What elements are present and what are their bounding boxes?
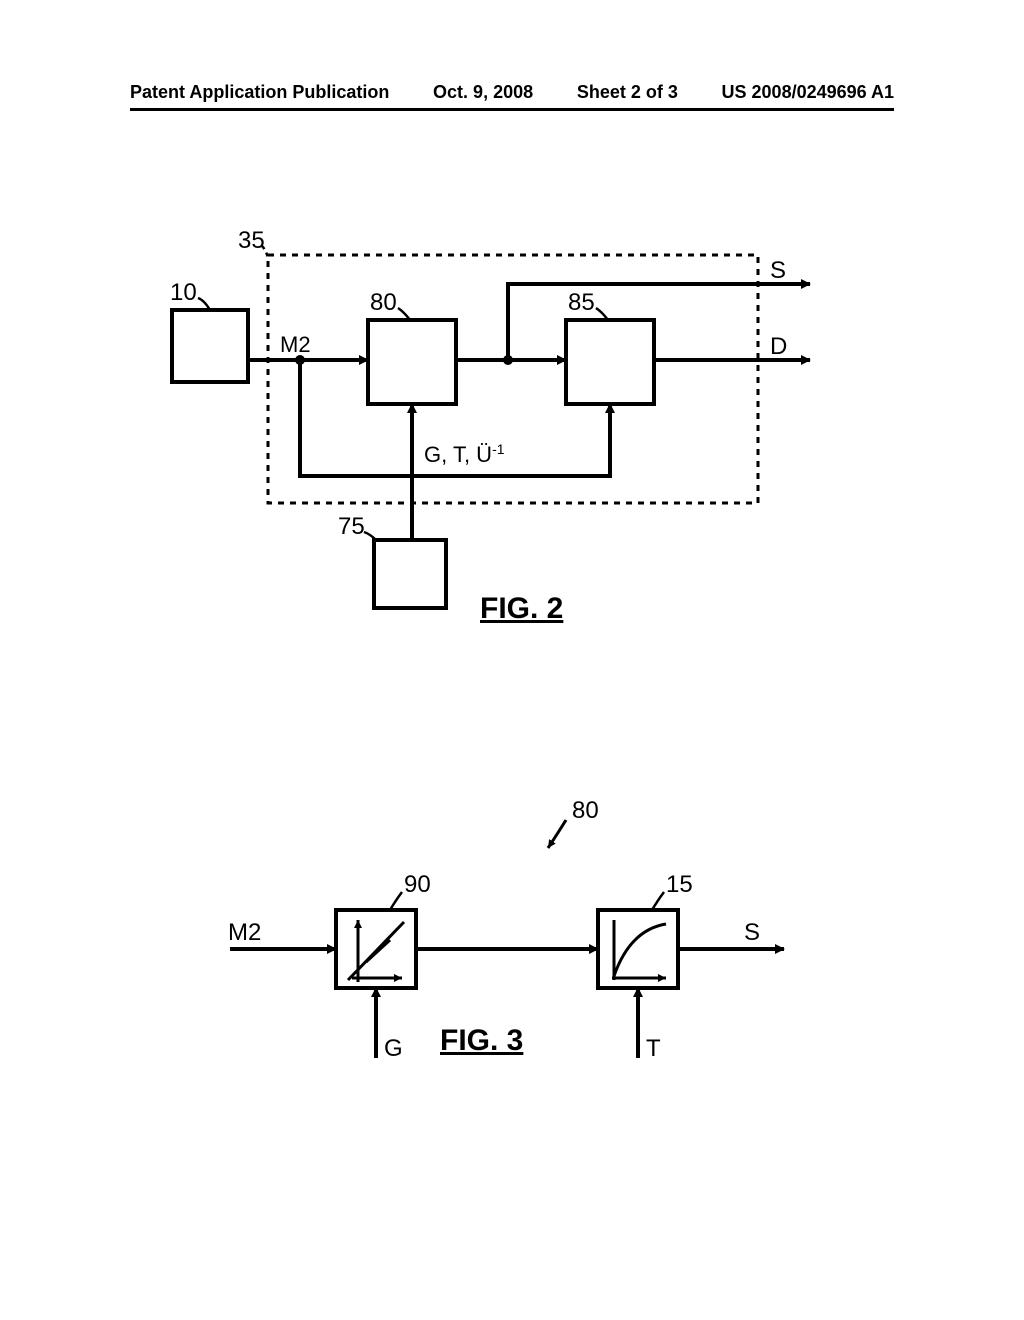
fig3-leader-15: [652, 892, 664, 910]
fig2-ref-35: 35: [238, 227, 265, 254]
fig3-ref-15: 15: [666, 871, 693, 898]
fig3-label-m2: M2: [228, 919, 261, 946]
fig2-title: FIG. 2: [480, 592, 563, 625]
fig3: 80 90 15 M2 S G T FIG: [228, 797, 784, 1062]
fig2-box-85: [566, 320, 654, 404]
fig2-label-m2: M2: [280, 332, 311, 357]
fig3-ref-80: 80: [572, 797, 599, 824]
fig2-arrow-s: [508, 284, 810, 360]
fig2-box-80: [368, 320, 456, 404]
fig2-ref-85: 85: [568, 289, 595, 316]
fig3-label-g: G: [384, 1035, 403, 1062]
fig2: 35 10 80 85 75 M2 S D G, T, Ü-1 FIG. 2: [170, 227, 810, 625]
fig2-leader-75: [364, 532, 376, 540]
fig2-label-d: D: [770, 333, 787, 360]
fig3-title: FIG. 3: [440, 1024, 523, 1057]
diagram-svg: 35 10 80 85 75 M2 S D G, T, Ü-1 FIG. 2 8…: [0, 0, 1024, 1320]
fig2-box-75: [374, 540, 446, 608]
fig3-label-t: T: [646, 1035, 661, 1062]
fig3-leader-80: [548, 820, 566, 848]
fig3-ref-90: 90: [404, 871, 431, 898]
fig2-label-gtu: G, T, Ü-1: [424, 441, 505, 467]
fig2-ref-80: 80: [370, 289, 397, 316]
fig2-ref-10: 10: [170, 279, 197, 306]
fig3-leader-90: [390, 892, 402, 910]
fig3-box90-glyph: [348, 920, 404, 982]
fig2-ref-75: 75: [338, 513, 365, 540]
fig2-dashed-box: [268, 255, 758, 503]
fig2-box-10: [172, 310, 248, 382]
fig3-box-15: [598, 910, 678, 988]
fig3-label-s: S: [744, 919, 760, 946]
fig2-label-s: S: [770, 257, 786, 284]
fig3-box15-glyph: [612, 920, 666, 980]
